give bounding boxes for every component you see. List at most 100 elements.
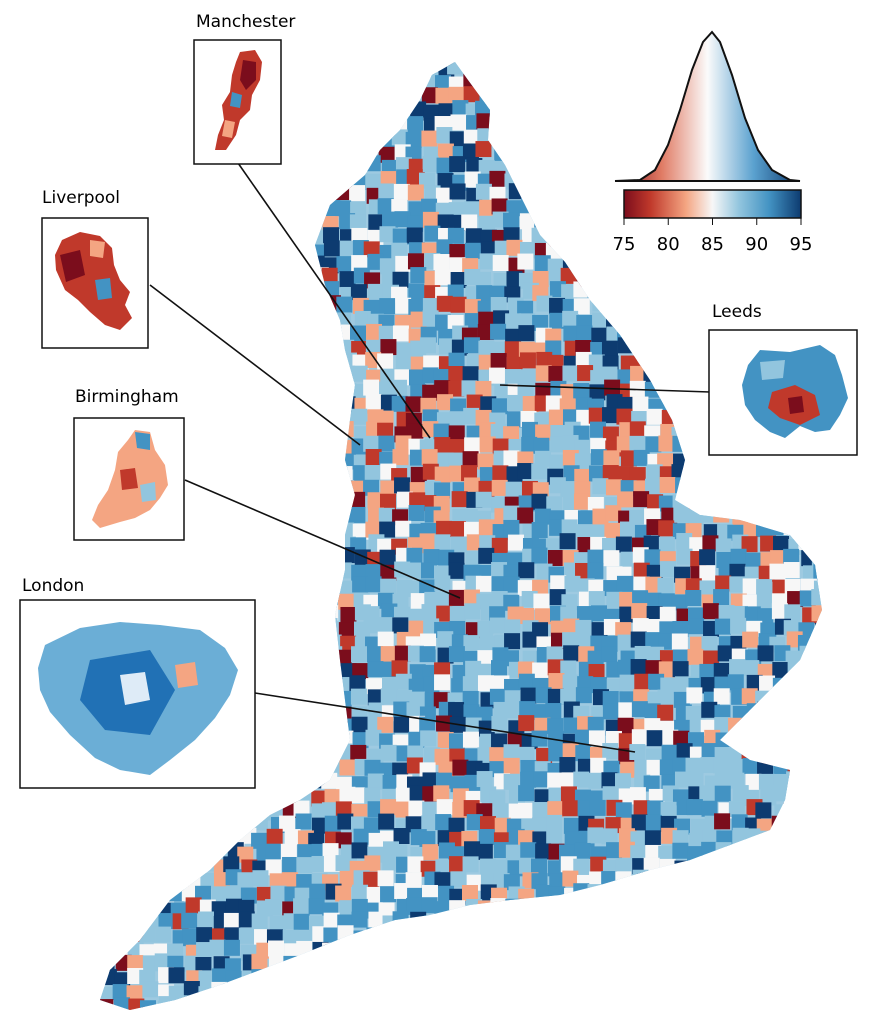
map-cell (295, 958, 312, 975)
map-cell (718, 605, 735, 622)
map-cell (831, 969, 847, 985)
map-cell (759, 675, 776, 692)
map-cell (631, 729, 648, 746)
map-cell (619, 521, 636, 538)
map-cell (478, 829, 495, 846)
map-cell (631, 701, 648, 718)
map-cell (227, 803, 244, 820)
map-cell (268, 940, 285, 957)
map-cell (828, 759, 844, 775)
map-cell (517, 62, 534, 79)
map-cell (801, 673, 818, 690)
map-cell (281, 99, 298, 116)
map-cell (657, 76, 674, 93)
map-cell (294, 243, 311, 260)
label-london: London (22, 576, 84, 596)
map-cell (519, 916, 536, 933)
map-cell (811, 955, 822, 972)
map-cell (228, 394, 245, 411)
map-cell (784, 604, 801, 621)
map-cell (774, 256, 791, 273)
inset-london: London (19, 576, 256, 789)
map-cell (408, 678, 425, 695)
map-cell (714, 954, 731, 971)
map-cell (363, 379, 380, 396)
map-cell (270, 986, 287, 1003)
map-cell (437, 173, 454, 190)
map-cell (531, 493, 548, 510)
map-cell (662, 900, 679, 917)
map-cell (433, 996, 450, 1010)
map-cell (629, 101, 646, 118)
map-cell (604, 522, 621, 539)
map-cell (771, 464, 788, 481)
map-cell (251, 491, 268, 508)
map-cell (685, 757, 702, 774)
map-cell (321, 996, 338, 1010)
map-cell (354, 549, 371, 566)
map-cell (392, 228, 409, 245)
map-cell (351, 816, 368, 833)
map-cell (125, 115, 142, 132)
map-cell (335, 129, 352, 146)
map-cell (228, 326, 245, 343)
map-cell (464, 774, 481, 791)
map-cell (801, 297, 818, 314)
map-cell (785, 930, 802, 947)
map-cell (713, 589, 730, 606)
map-cell (253, 239, 270, 256)
map-cell (293, 913, 310, 930)
map-cell (491, 576, 508, 593)
map-cell (757, 719, 774, 736)
map-cell (283, 214, 300, 231)
map-cell (645, 632, 662, 649)
map-cell (591, 983, 608, 1000)
map-cell (100, 986, 114, 1003)
map-cell (154, 832, 171, 849)
map-cell (280, 200, 297, 217)
map-cell (830, 90, 846, 106)
map-cell (689, 466, 706, 483)
map-cell (281, 169, 298, 186)
map-cell (825, 786, 841, 802)
map-cell (241, 537, 258, 554)
map-cell (816, 229, 822, 246)
map-cell (686, 860, 703, 877)
map-cell (213, 523, 230, 540)
map-cell (463, 635, 480, 652)
map-cell (171, 340, 188, 357)
map-cell (336, 743, 353, 760)
map-cell (728, 801, 745, 818)
map-cell (714, 479, 731, 496)
map-cell (687, 295, 704, 312)
map-cell (646, 730, 663, 747)
map-cell (364, 62, 381, 76)
map-cell (560, 660, 577, 677)
map-cell (181, 225, 198, 242)
map-cell (186, 534, 203, 551)
map-cell (815, 622, 822, 639)
map-cell (479, 62, 496, 75)
map-cell (518, 673, 535, 690)
map-cell (531, 522, 548, 539)
map-cell (311, 855, 328, 872)
map-cell (197, 396, 214, 413)
map-cell (643, 775, 660, 792)
map-cell (267, 355, 284, 372)
map-cell (448, 940, 465, 957)
map-cell (336, 296, 353, 313)
map-cell (224, 356, 241, 373)
map-cell (326, 549, 343, 566)
map-cell (674, 323, 691, 340)
map-cell (701, 636, 718, 653)
map-cell (433, 592, 450, 609)
map-cell (479, 535, 496, 552)
map-cell (559, 225, 576, 242)
map-cell (661, 409, 678, 426)
map-cell (630, 295, 647, 312)
map-cell (153, 157, 170, 174)
map-cell (335, 855, 352, 872)
map-cell (576, 325, 593, 342)
map-cell (142, 87, 159, 104)
map-cell (756, 887, 773, 904)
